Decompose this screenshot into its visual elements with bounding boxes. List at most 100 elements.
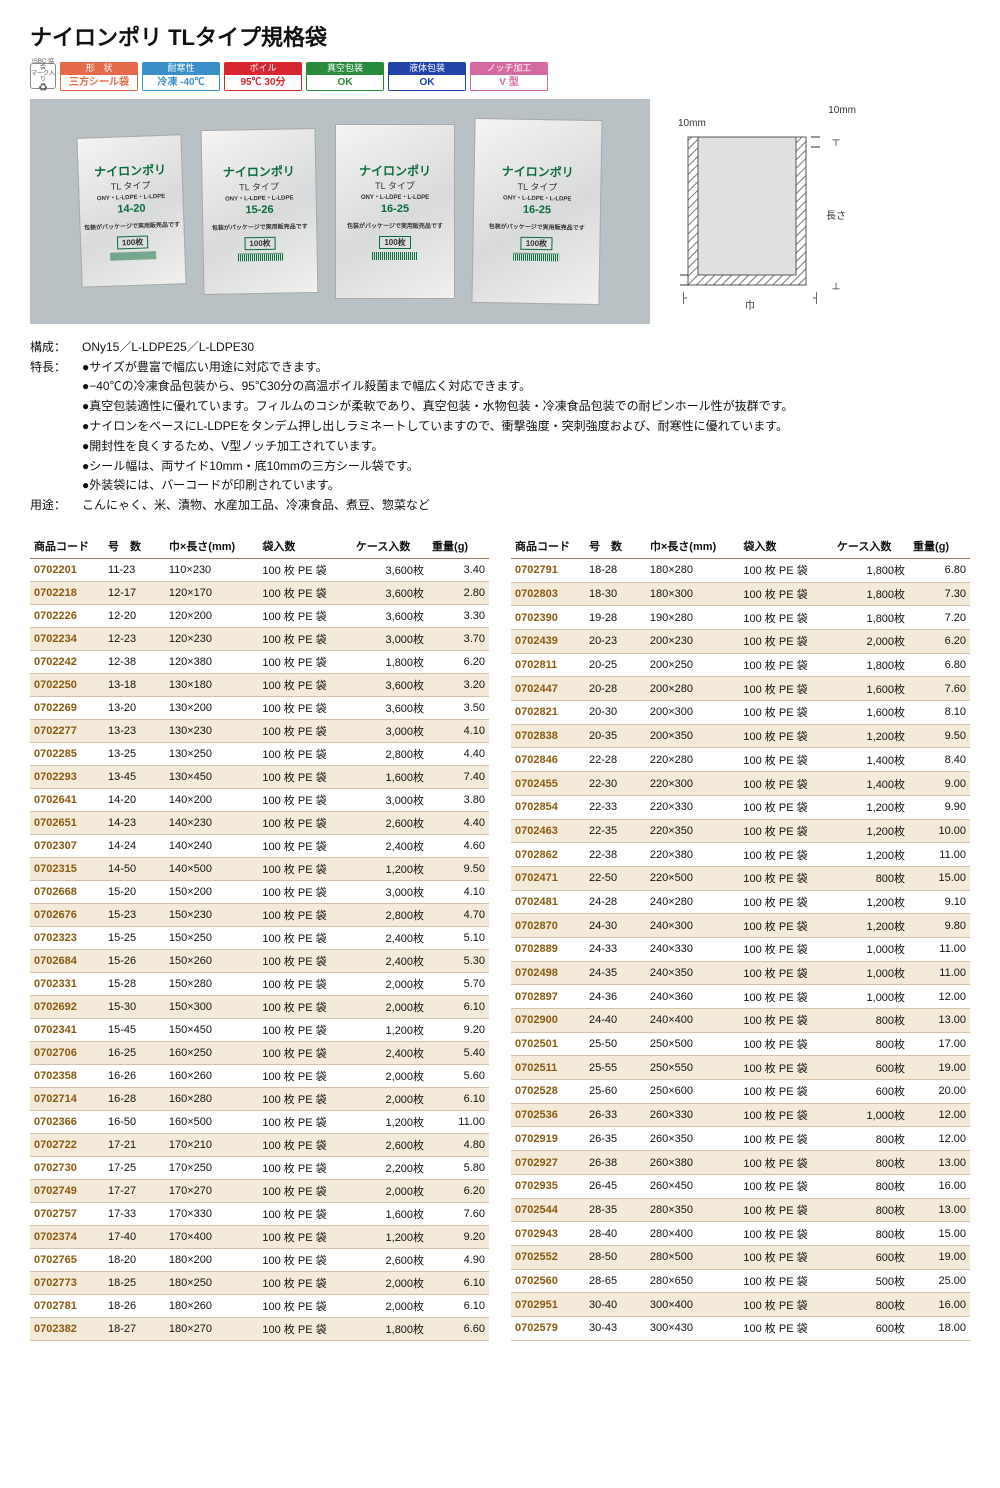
table-cell: 1,600枚 xyxy=(833,677,909,701)
table-cell: 11.00 xyxy=(428,1110,489,1133)
attr-badge: ノッチ加工V 型 xyxy=(470,62,548,91)
table-cell: 0702722 xyxy=(30,1133,104,1156)
table-cell: 800枚 xyxy=(833,1032,909,1056)
table-cell: 30-40 xyxy=(585,1293,646,1317)
table-cell: 9.20 xyxy=(428,1018,489,1041)
table-row: 070239019-28190×280100 枚 PE 袋1,800枚7.20 xyxy=(511,606,970,630)
table-row: 070257930-43300×430100 枚 PE 袋600枚18.00 xyxy=(511,1316,970,1340)
table-cell: 100 枚 PE 袋 xyxy=(258,949,352,972)
table-cell: 2,600枚 xyxy=(352,1248,428,1271)
table-cell: 1,000枚 xyxy=(833,937,909,961)
table-cell: 1,200枚 xyxy=(833,914,909,938)
table-cell: 24-35 xyxy=(585,961,646,985)
table-row: 070236616-50160×500100 枚 PE 袋1,200枚11.00 xyxy=(30,1110,489,1133)
table-cell: 300×400 xyxy=(646,1293,740,1317)
table-cell: 20-35 xyxy=(585,724,646,748)
badge-top: ボイル xyxy=(224,62,302,75)
table-cell: 13-20 xyxy=(104,696,165,719)
table-row: 070222612-20120×200100 枚 PE 袋3,600枚3.30 xyxy=(30,604,489,627)
product-pack: ナイロンポリTL タイプONY・L-LDPE・L-LDPE14-20包装がパッケ… xyxy=(76,135,186,289)
table-cell: 280×400 xyxy=(646,1222,740,1246)
table-row: 070292726-38260×380100 枚 PE 袋800枚13.00 xyxy=(511,1151,970,1175)
tables-row: 商品コード号 数巾×長さ(mm)袋入数ケース入数重量(g)070220111-2… xyxy=(30,534,970,1341)
table-cell: 100 枚 PE 袋 xyxy=(258,1087,352,1110)
table-cell: 2,000枚 xyxy=(352,1064,428,1087)
table-cell: 24-36 xyxy=(585,985,646,1009)
table-cell: 3,600枚 xyxy=(352,673,428,696)
table-cell: 14-20 xyxy=(104,788,165,811)
badge-bottom: V 型 xyxy=(470,75,548,91)
col-header: 号 数 xyxy=(585,534,646,559)
col-header: ケース入数 xyxy=(352,534,428,559)
table-row: 070230714-24140×240100 枚 PE 袋2,400枚4.60 xyxy=(30,834,489,857)
table-cell: 0702846 xyxy=(511,748,585,772)
table-cell: 17-27 xyxy=(104,1179,165,1202)
table-cell: 100 枚 PE 袋 xyxy=(258,1179,352,1202)
table-cell: 18.00 xyxy=(909,1316,970,1340)
table-cell: 240×350 xyxy=(646,961,740,985)
table-cell: 22-28 xyxy=(585,748,646,772)
table-cell: 100 枚 PE 袋 xyxy=(739,1198,833,1222)
attr-badge: 耐寒性冷凍 -40℃ xyxy=(142,62,220,91)
table-cell: 240×360 xyxy=(646,985,740,1009)
table-cell: 260×350 xyxy=(646,1127,740,1151)
table-cell: 100 枚 PE 袋 xyxy=(258,1156,352,1179)
table-cell: 100 枚 PE 袋 xyxy=(739,890,833,914)
table-cell: 3.50 xyxy=(428,696,489,719)
table-cell: 22-33 xyxy=(585,795,646,819)
pack-sub: TL タイプ xyxy=(375,179,415,192)
dimension-diagram: 10mm 10mm xyxy=(680,99,880,312)
table-cell: 20-23 xyxy=(585,630,646,654)
table-cell: 2,600枚 xyxy=(352,811,428,834)
table-row: 070295130-40300×400100 枚 PE 袋800枚16.00 xyxy=(511,1293,970,1317)
table-cell: 100 枚 PE 袋 xyxy=(739,1127,833,1151)
table-row: 070290024-40240×400100 枚 PE 袋800枚13.00 xyxy=(511,1009,970,1033)
table-cell: 18-28 xyxy=(585,558,646,582)
table-row: 070220111-23110×230100 枚 PE 袋3,600枚3.40 xyxy=(30,558,489,581)
table-cell: 12.00 xyxy=(909,1127,970,1151)
table-row: 070221812-17120×170100 枚 PE 袋3,600枚2.80 xyxy=(30,581,489,604)
table-cell: 24-28 xyxy=(585,890,646,914)
table-row: 070237417-40170×400100 枚 PE 袋1,200枚9.20 xyxy=(30,1225,489,1248)
table-cell: 8.10 xyxy=(909,701,970,725)
table-cell: 1,200枚 xyxy=(833,819,909,843)
table-cell: 22-38 xyxy=(585,843,646,867)
table-row: 070232315-25150×250100 枚 PE 袋2,400枚5.10 xyxy=(30,926,489,949)
table-cell: 250×550 xyxy=(646,1056,740,1080)
table-cell: 24-30 xyxy=(585,914,646,938)
table-cell: 0702218 xyxy=(30,581,104,604)
table-cell: 0702536 xyxy=(511,1103,585,1127)
table-cell: 100 枚 PE 袋 xyxy=(258,719,352,742)
table-cell: 3.30 xyxy=(428,604,489,627)
table-cell: 0702226 xyxy=(30,604,104,627)
badge-row: ISBC 協会 マーク入り ♻ 形 状三方シール袋耐寒性冷凍 -40℃ボイル95… xyxy=(30,62,970,91)
table-cell: 3.70 xyxy=(428,627,489,650)
pack-code: 15-26 xyxy=(245,203,273,215)
table-cell: 9.50 xyxy=(428,857,489,880)
table-cell: 180×300 xyxy=(646,582,740,606)
table-cell: 3,000枚 xyxy=(352,627,428,650)
table-cell: 6.60 xyxy=(428,1317,489,1340)
table-cell: 13.00 xyxy=(909,1009,970,1033)
table-cell: 3,600枚 xyxy=(352,604,428,627)
table-row: 070252825-60250×600100 枚 PE 袋600枚20.00 xyxy=(511,1080,970,1104)
table-cell: 0702651 xyxy=(30,811,104,834)
table-cell: 180×260 xyxy=(165,1294,259,1317)
table-cell: 4.10 xyxy=(428,719,489,742)
table-cell: 12.00 xyxy=(909,985,970,1009)
table-cell: 100 枚 PE 袋 xyxy=(739,748,833,772)
table-row: 070251125-55250×550100 枚 PE 袋600枚19.00 xyxy=(511,1056,970,1080)
recycle-icon: ♻ xyxy=(38,83,48,94)
spec-table-left: 商品コード号 数巾×長さ(mm)袋入数ケース入数重量(g)070220111-2… xyxy=(30,534,489,1341)
table-cell: 100 枚 PE 袋 xyxy=(258,995,352,1018)
table-cell: 800枚 xyxy=(833,1293,909,1317)
table-cell: 15-26 xyxy=(104,949,165,972)
table-cell: 1,400枚 xyxy=(833,748,909,772)
badge-top: 形 状 xyxy=(60,62,138,75)
table-cell: 0702897 xyxy=(511,985,585,1009)
table-cell: 170×210 xyxy=(165,1133,259,1156)
table-cell: 6.20 xyxy=(428,1179,489,1202)
table-cell: 15-28 xyxy=(104,972,165,995)
table-row: 070274917-27170×270100 枚 PE 袋2,000枚6.20 xyxy=(30,1179,489,1202)
table-cell: 100 枚 PE 袋 xyxy=(739,1316,833,1340)
